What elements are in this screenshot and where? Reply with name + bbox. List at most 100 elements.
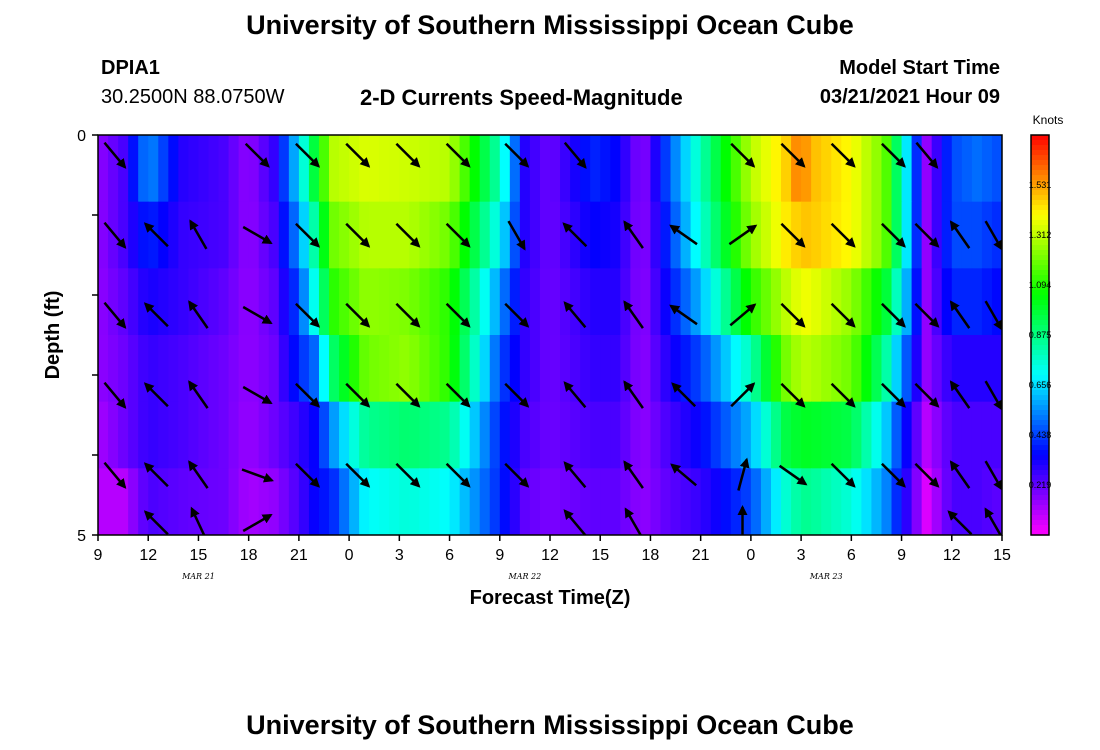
heatmap-cell xyxy=(268,468,280,535)
heatmap-cell xyxy=(469,201,481,269)
current-vector xyxy=(445,222,471,248)
heatmap-cell xyxy=(901,335,913,403)
date-label: MAR 22 xyxy=(508,572,542,581)
heatmap-cell xyxy=(660,335,672,403)
heatmap-cell xyxy=(700,335,712,403)
heatmap-cell xyxy=(459,335,471,403)
current-vector xyxy=(103,461,127,489)
y-axis: 05 xyxy=(77,128,98,545)
heatmap-cell xyxy=(781,468,792,535)
heatmap-cell xyxy=(138,135,149,203)
heatmap-cell xyxy=(811,135,822,203)
heatmap-cell xyxy=(770,335,782,403)
heatmap-cell xyxy=(539,135,551,203)
heatmap-cell xyxy=(821,401,832,469)
heatmap-cell xyxy=(168,135,179,203)
heatmap-cell xyxy=(821,468,832,535)
heatmap-cell xyxy=(369,201,380,269)
heatmap-cell xyxy=(750,135,762,203)
heatmap-cell xyxy=(660,268,672,336)
heatmap-cell xyxy=(449,268,461,336)
heatmap-cell xyxy=(399,268,410,336)
heatmap-cell xyxy=(379,135,390,203)
heatmap-cell xyxy=(509,135,521,203)
colorbar-segment xyxy=(1031,240,1049,246)
colorbar-segment xyxy=(1031,425,1049,431)
current-vector xyxy=(395,142,421,168)
current-vector xyxy=(728,224,758,246)
heatmap-cell xyxy=(168,335,179,403)
current-vector xyxy=(830,222,856,248)
colorbar-segment xyxy=(1031,520,1049,526)
heatmap-cell xyxy=(168,268,179,336)
heatmap-cell xyxy=(339,468,350,535)
heatmap-cell xyxy=(238,135,250,203)
x-axis-label: Forecast Time(Z) xyxy=(470,587,631,609)
heatmap-cell xyxy=(550,401,561,469)
heatmap-cell xyxy=(720,468,732,535)
heatmap-cell xyxy=(318,268,330,336)
heatmap-cell xyxy=(630,468,641,535)
current-vector xyxy=(562,222,588,248)
heatmap-cell xyxy=(620,135,631,203)
current-vector xyxy=(295,462,321,488)
heatmap-cell xyxy=(951,135,963,203)
heatmap-cell xyxy=(108,135,119,203)
heatmap-cell xyxy=(550,468,561,535)
heatmap-cell xyxy=(248,201,260,269)
heatmap-cell xyxy=(208,268,220,336)
heatmap-cell xyxy=(921,468,933,535)
speed-heatmap xyxy=(98,135,1002,535)
heatmap-cell xyxy=(700,468,712,535)
x-tick-label: 15 xyxy=(591,547,609,564)
heatmap-cell xyxy=(710,201,722,269)
heatmap-cell xyxy=(529,201,541,269)
heatmap-cell xyxy=(359,268,370,336)
heatmap-cell xyxy=(610,268,621,336)
heatmap-cell xyxy=(148,401,159,469)
heatmap-cell xyxy=(489,401,501,469)
heatmap-cell xyxy=(981,135,993,203)
heatmap-cell xyxy=(590,201,601,269)
heatmap-cell xyxy=(991,135,1002,203)
heatmap-cell xyxy=(168,201,179,269)
current-vector xyxy=(242,513,273,533)
heatmap-cell xyxy=(951,401,963,469)
colorbar-tick-label: 1.094 xyxy=(1029,280,1052,290)
heatmap-cell xyxy=(278,268,290,336)
heatmap-cell xyxy=(811,335,822,403)
x-tick-label: 21 xyxy=(290,547,308,564)
colorbar-segment xyxy=(1031,210,1049,216)
current-vector xyxy=(881,382,906,408)
heatmap-cell xyxy=(801,335,812,403)
heatmap-cell xyxy=(580,335,591,403)
colorbar-segment xyxy=(1031,365,1049,371)
heatmap-cell xyxy=(469,401,481,469)
heatmap-cell xyxy=(811,401,822,469)
heatmap-cell xyxy=(770,201,782,269)
heatmap-cell xyxy=(871,201,883,269)
heatmap-cell xyxy=(760,268,772,336)
colorbar-segment xyxy=(1031,410,1049,416)
heatmap-cell xyxy=(128,135,139,203)
heatmap-cell xyxy=(98,201,109,269)
heatmap-cell xyxy=(148,468,159,535)
heatmap-cell xyxy=(308,201,320,269)
current-vector xyxy=(914,302,940,328)
heatmap-cell xyxy=(811,201,822,269)
heatmap-cell xyxy=(971,468,983,535)
current-vector xyxy=(984,300,1002,331)
heatmap-cell xyxy=(359,401,370,469)
colorbar-segment xyxy=(1031,135,1049,141)
heatmap-cell xyxy=(650,268,662,336)
x-tick-label: 9 xyxy=(495,547,504,564)
heatmap-cell xyxy=(831,468,842,535)
heatmap-cell xyxy=(379,401,390,469)
heatmap-cell xyxy=(881,135,893,203)
heatmap-cell xyxy=(690,135,702,203)
colorbar-segment xyxy=(1031,345,1049,351)
colorbar-segment xyxy=(1031,510,1049,516)
heatmap-cell xyxy=(268,335,280,403)
current-vector xyxy=(563,141,587,169)
heatmap-cell xyxy=(911,401,923,469)
